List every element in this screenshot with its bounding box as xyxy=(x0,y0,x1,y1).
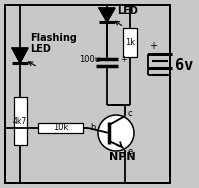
Polygon shape xyxy=(99,8,115,22)
Bar xyxy=(14,97,26,145)
Text: +: + xyxy=(149,41,157,51)
Text: LED: LED xyxy=(117,6,138,16)
Text: NPN: NPN xyxy=(109,152,135,162)
Text: Flashing: Flashing xyxy=(30,33,77,43)
Text: 1k: 1k xyxy=(125,38,135,47)
Text: c: c xyxy=(127,109,132,118)
Circle shape xyxy=(98,115,134,151)
Text: b: b xyxy=(90,124,95,133)
Text: 100u: 100u xyxy=(79,55,100,64)
Text: 10k: 10k xyxy=(53,124,68,133)
Text: e: e xyxy=(127,148,132,156)
Bar xyxy=(38,123,83,133)
Text: LED: LED xyxy=(30,44,51,54)
Text: +: + xyxy=(120,55,127,64)
Text: 4k7: 4k7 xyxy=(13,117,27,126)
Bar xyxy=(123,28,137,57)
Polygon shape xyxy=(12,48,28,63)
Text: 6v: 6v xyxy=(175,58,193,73)
Bar xyxy=(5,5,170,183)
